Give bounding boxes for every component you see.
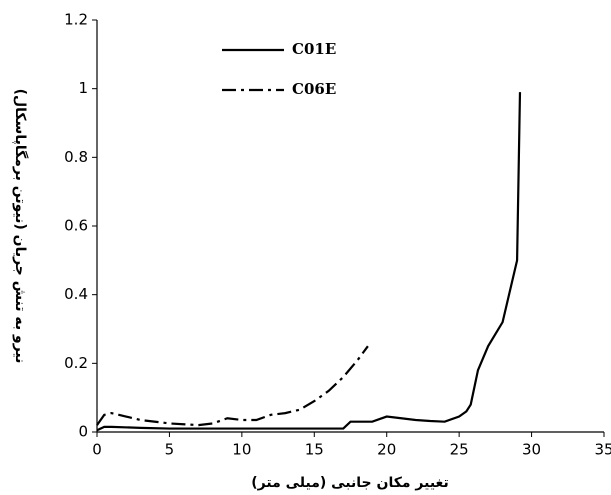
y-tick-label: 0.8 [64, 148, 88, 166]
x-tick-label: 10 [232, 441, 251, 459]
y-tick-label: 0 [78, 423, 88, 441]
y-tick-label: 0.4 [64, 285, 88, 303]
x-tick-label: 25 [450, 441, 469, 459]
x-tick-label: 30 [522, 441, 541, 459]
y-tick-label: 0.6 [64, 217, 88, 235]
x-tick-label: 35 [594, 441, 611, 459]
y-tick-label: 1 [78, 79, 88, 97]
x-tick-label: 20 [377, 441, 396, 459]
x-tick-label: 5 [165, 441, 175, 459]
y-axis-title: نیرو به تنش جریان (نیوتن برمگاپاسکال) [12, 89, 29, 364]
x-tick-label: 0 [92, 441, 102, 459]
y-tick-label: 1.2 [64, 11, 88, 29]
legend-text: C06E [292, 80, 336, 98]
y-tick-label: 0.2 [64, 354, 88, 372]
x-tick-label: 15 [305, 441, 324, 459]
x-axis-title: تغییر مکان جانبی (میلی متر) [251, 475, 448, 491]
legend-text: C01E [292, 40, 336, 58]
series-line [96, 92, 522, 432]
series-line [96, 345, 369, 427]
